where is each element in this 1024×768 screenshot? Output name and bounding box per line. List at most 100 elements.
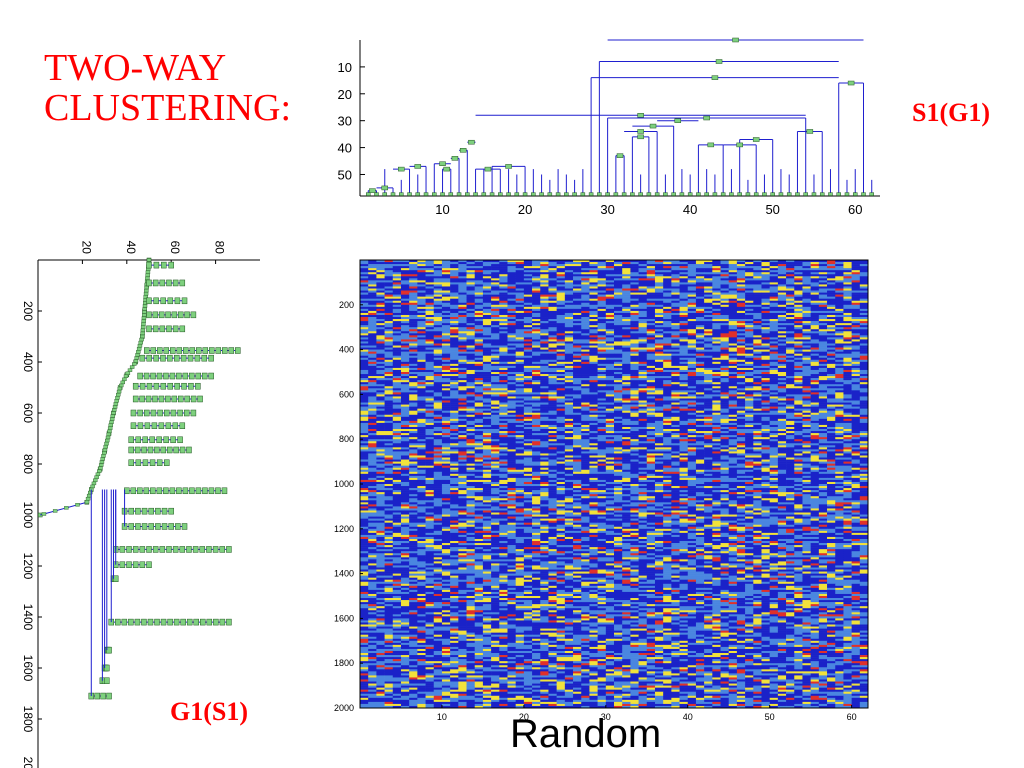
branch-node — [179, 422, 186, 429]
branch-node — [104, 677, 110, 684]
branch-node — [215, 487, 221, 495]
branch-node — [160, 354, 166, 362]
branch-node — [151, 422, 158, 429]
gene-node — [98, 463, 104, 467]
y-tick-label: 400 — [339, 345, 354, 355]
branch-node — [189, 372, 195, 380]
branch-node — [167, 382, 173, 390]
y-tick-label: 1400 — [21, 604, 35, 631]
gene-node — [142, 307, 147, 311]
branch-node — [146, 297, 152, 305]
branch-node — [170, 347, 176, 354]
branch-node — [161, 261, 167, 269]
leaf-node — [679, 192, 685, 196]
gene-node — [145, 270, 151, 274]
gene-node — [140, 328, 146, 333]
branch-node — [177, 311, 184, 319]
gene-node — [136, 347, 142, 351]
leaf-node — [671, 192, 676, 196]
leaf-node — [819, 192, 825, 196]
leaf-node — [465, 192, 470, 196]
leaf-node — [415, 192, 421, 196]
leaf-node — [597, 192, 602, 196]
gene-node — [123, 374, 129, 378]
y-tick-label: 800 — [21, 454, 35, 474]
branch-node — [228, 347, 235, 354]
branch-node — [168, 507, 174, 515]
branch-node — [153, 261, 160, 269]
branch-node — [130, 409, 137, 417]
leaf-node — [663, 192, 668, 196]
gene-node — [109, 417, 115, 421]
merge-node — [443, 166, 450, 172]
branch-node — [209, 347, 215, 354]
branch-node — [215, 347, 222, 354]
branch-node — [167, 618, 173, 626]
leaf-node — [547, 192, 553, 196]
gene-node — [120, 380, 126, 385]
leaf-node — [811, 192, 817, 196]
leaf-node — [572, 192, 577, 196]
branch-node — [172, 279, 179, 287]
branch-node — [159, 279, 166, 287]
gene-node — [104, 441, 109, 446]
leaf-node — [555, 192, 561, 196]
branch-node — [189, 347, 196, 354]
leaf-node — [786, 192, 792, 196]
leaf-node — [580, 192, 586, 196]
merge-node — [637, 113, 644, 118]
gene-node — [108, 423, 114, 427]
leaf-node — [687, 192, 693, 196]
branch-node — [94, 692, 100, 700]
gene-node — [135, 353, 140, 357]
branch-node — [174, 382, 180, 390]
leaf-node — [630, 192, 635, 196]
merge-node — [484, 166, 492, 172]
branch-node — [177, 436, 183, 444]
leaf-node — [828, 192, 833, 196]
branch-node — [152, 311, 159, 319]
merge-node — [637, 134, 644, 140]
branch-node — [126, 546, 132, 553]
branch-node — [167, 354, 173, 362]
branch-node — [226, 618, 232, 626]
gene-node — [114, 399, 119, 403]
branch-node — [182, 487, 189, 495]
branch-node — [150, 409, 157, 417]
merge-node — [637, 129, 644, 134]
gene-node — [140, 325, 146, 330]
x-tick-label: 40 — [683, 202, 697, 217]
branch-node — [172, 546, 179, 553]
gene-node — [41, 512, 47, 516]
leaf-node — [531, 192, 536, 196]
branch-node — [100, 692, 106, 700]
branch-node — [139, 354, 146, 362]
gene-node — [132, 362, 137, 366]
branch-node — [186, 446, 192, 454]
branch-node — [132, 561, 139, 568]
merge-node — [616, 153, 624, 158]
branch-node — [135, 523, 141, 530]
leaf-node — [720, 192, 726, 196]
gene-node — [107, 426, 113, 431]
branch-node — [169, 487, 176, 495]
branch-node — [190, 395, 197, 403]
spine-link — [40, 501, 87, 516]
merge-node — [369, 188, 376, 193]
branch-node — [179, 325, 186, 333]
gene-node — [93, 478, 98, 483]
branch-node — [195, 487, 202, 495]
gene-node — [145, 273, 150, 277]
gene-node — [105, 438, 110, 443]
x-tick-label: 20 — [518, 202, 532, 217]
x-tick-label: 60 — [847, 712, 857, 720]
y-tick-label: 1200 — [334, 524, 354, 534]
branch-node — [158, 422, 165, 429]
branch-node — [163, 372, 169, 380]
gene-node — [99, 460, 105, 464]
branch-node — [175, 523, 181, 530]
branch-node — [195, 372, 201, 380]
y-tick-label: 800 — [339, 434, 354, 444]
leaf-node — [539, 192, 544, 196]
branch-node — [156, 436, 162, 444]
